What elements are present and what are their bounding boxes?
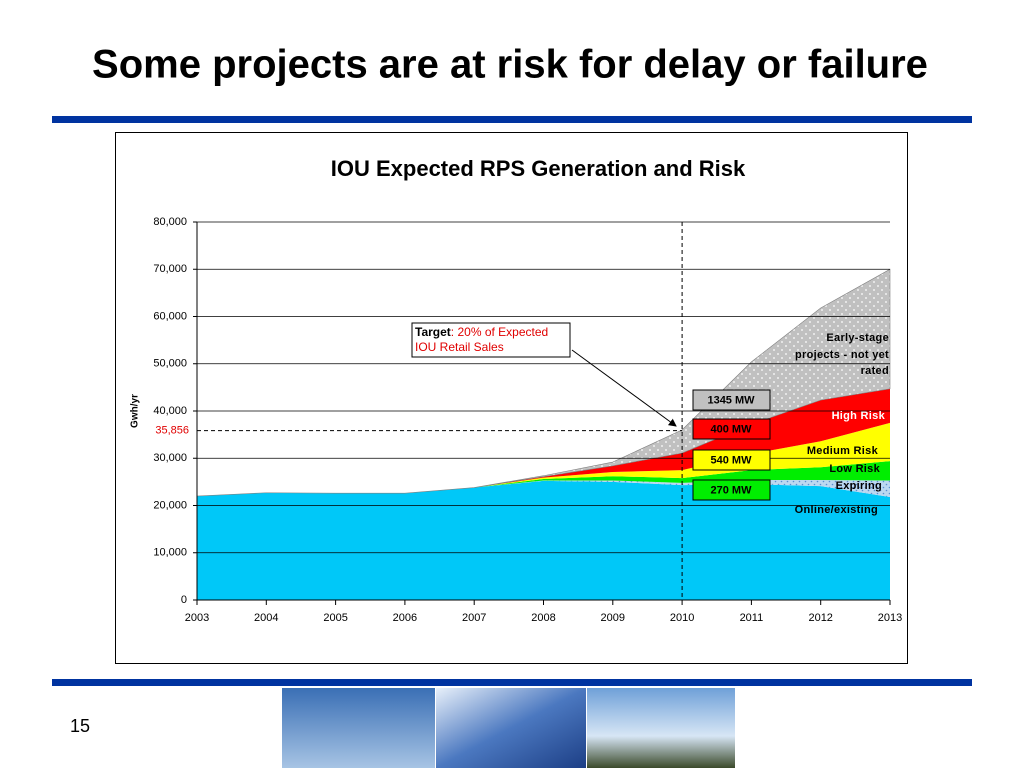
target-annotation: Target: 20% of Expected IOU Retail Sales bbox=[415, 325, 570, 355]
y-tick-label: 30,000 bbox=[153, 452, 187, 464]
y-tick-label: 0 bbox=[181, 594, 187, 606]
series-label: Low Risk bbox=[829, 463, 880, 475]
annotation-box bbox=[411, 322, 571, 358]
y-tick-label: 40,000 bbox=[153, 405, 187, 417]
area bbox=[197, 461, 890, 497]
series-label: Medium Risk bbox=[807, 445, 879, 457]
y-tick-label: 80,000 bbox=[153, 216, 187, 228]
annotation-arrow bbox=[571, 349, 677, 427]
area bbox=[196, 268, 891, 497]
chart-title: IOU Expected RPS Generation and Risk bbox=[331, 156, 746, 181]
y-tick-label: 10,000 bbox=[153, 547, 187, 559]
x-tick-label: 2003 bbox=[185, 612, 209, 624]
capacity-label: 400 MW bbox=[711, 423, 753, 435]
photo-grass bbox=[587, 688, 735, 768]
x-tick-label: 2008 bbox=[531, 612, 555, 624]
area bbox=[197, 388, 890, 497]
capacity-box bbox=[692, 449, 771, 471]
x-tick-label: 2011 bbox=[740, 612, 764, 624]
x-tick-label: 2013 bbox=[878, 612, 902, 624]
x-tick-label: 2007 bbox=[462, 612, 486, 624]
annotation-bold: Target bbox=[415, 325, 451, 339]
series-label: Expiring bbox=[836, 480, 882, 492]
y-tick-label: 20,000 bbox=[153, 499, 187, 511]
series-label: Early-stage projects - not yet rated bbox=[794, 332, 889, 377]
x-tick-label: 2005 bbox=[323, 612, 347, 624]
capacity-label: 540 MW bbox=[711, 454, 753, 466]
x-tick-label: 2010 bbox=[670, 612, 694, 624]
capacity-label: 270 MW bbox=[711, 484, 753, 496]
slide-title: Some projects are at risk for delay or f… bbox=[92, 43, 928, 87]
divider bbox=[52, 116, 972, 123]
capacity-box bbox=[692, 389, 771, 411]
photo-solar bbox=[436, 688, 586, 768]
photo-wind bbox=[282, 688, 435, 768]
capacity-label: 1345 MW bbox=[707, 394, 755, 406]
y-tick-label: 50,000 bbox=[153, 358, 187, 370]
divider bbox=[52, 679, 972, 686]
series-label: Online/existing bbox=[795, 504, 878, 516]
reference-label: 35,856 bbox=[155, 424, 189, 436]
x-tick-label: 2012 bbox=[808, 612, 832, 624]
series-label: High Risk bbox=[832, 410, 886, 422]
annotation-text: : 20% of Expected IOU Retail Sales bbox=[415, 325, 549, 354]
y-axis-label: Gwh/yr bbox=[130, 394, 141, 428]
x-tick-label: 2004 bbox=[254, 612, 278, 624]
capacity-box bbox=[692, 418, 771, 440]
capacity-box bbox=[692, 479, 771, 501]
y-tick-label: 70,000 bbox=[153, 263, 187, 275]
y-tick-label: 60,000 bbox=[153, 310, 187, 322]
x-tick-label: 2009 bbox=[601, 612, 625, 624]
page-number: 15 bbox=[70, 716, 90, 736]
x-tick-label: 2006 bbox=[393, 612, 417, 624]
area bbox=[197, 480, 890, 600]
